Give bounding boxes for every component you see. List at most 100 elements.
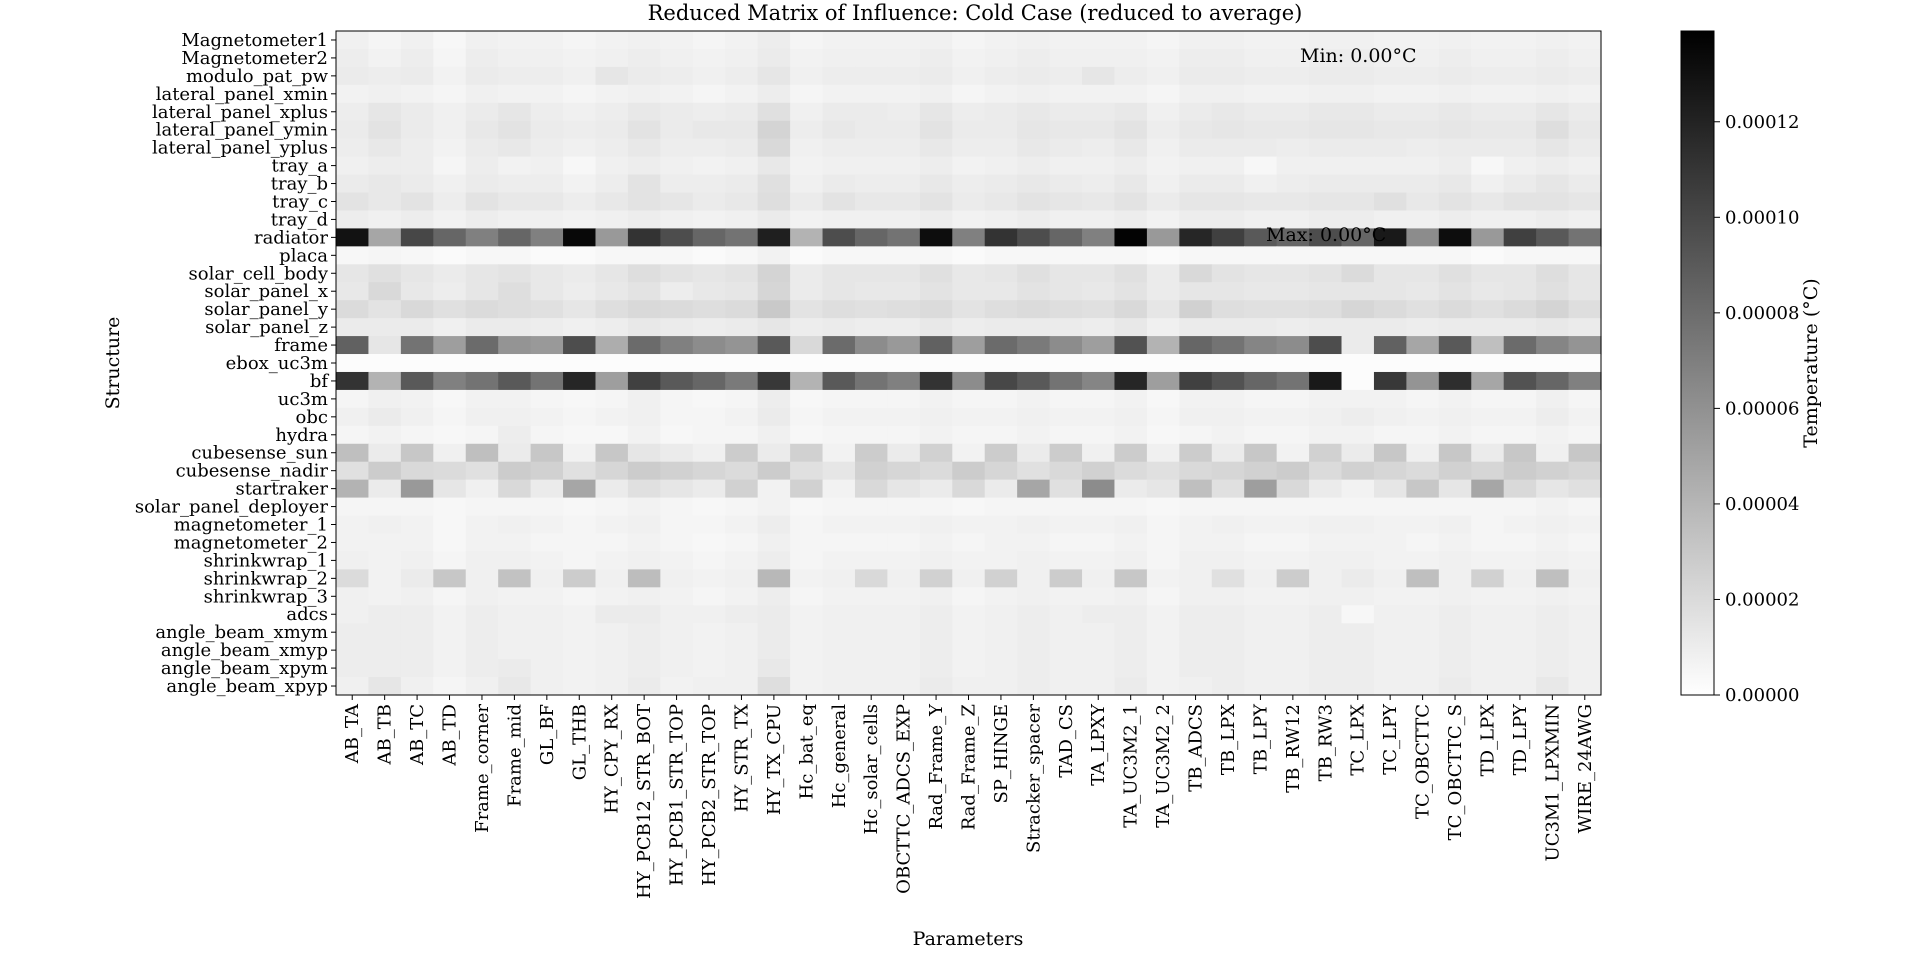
heatmap-cell: [1244, 677, 1278, 696]
heatmap-cell: [368, 443, 402, 463]
heatmap-cell: [627, 84, 661, 104]
heatmap-cell: [563, 551, 597, 570]
heatmap-cell: [952, 66, 986, 86]
heatmap-cell: [1568, 138, 1602, 158]
heatmap-cell: [368, 407, 402, 427]
heatmap-cell: [1309, 210, 1343, 230]
heatmap-cell: [660, 300, 694, 319]
heatmap-cell: [790, 84, 824, 104]
heatmap-cell: [400, 587, 434, 606]
heatmap-cell: [595, 587, 629, 606]
heatmap-cell: [660, 192, 694, 212]
heatmap-cell: [1341, 354, 1375, 373]
heatmap-cell: [595, 246, 629, 265]
heatmap-cell: [1503, 407, 1537, 427]
heatmap-cell: [563, 228, 597, 247]
y-tick-label: startraker: [235, 479, 328, 500]
heatmap-cell: [498, 31, 532, 50]
heatmap-cell: [1276, 210, 1310, 230]
heatmap-cell: [692, 354, 726, 373]
heatmap-cell: [790, 461, 824, 481]
heatmap-cell: [725, 84, 759, 104]
heatmap-cell: [1438, 336, 1472, 355]
y-tick-label: frame: [274, 335, 328, 356]
heatmap-cell: [1568, 228, 1602, 247]
heatmap-cell: [1373, 282, 1407, 301]
heatmap-cell: [1373, 264, 1407, 283]
heatmap-cell: [1179, 587, 1213, 606]
heatmap-cell: [1082, 659, 1116, 678]
heatmap-cell: [1406, 461, 1440, 481]
heatmap-cell: [952, 300, 986, 319]
heatmap-cell: [1179, 210, 1213, 230]
heatmap-cell: [465, 318, 499, 337]
heatmap-cell: [822, 587, 856, 606]
heatmap-cell: [1082, 623, 1116, 642]
heatmap-cell: [822, 102, 856, 122]
heatmap-cell: [854, 497, 889, 517]
y-tick-label: solar_panel_z: [205, 317, 328, 338]
heatmap-cell: [530, 623, 564, 642]
x-tick-label: TA_LPXY: [1088, 703, 1109, 786]
x-tick-label: Hc_bat_eq: [796, 704, 817, 799]
heatmap-cell: [563, 246, 597, 265]
x-tick-label: HY_TX_CPU: [764, 704, 785, 815]
heatmap-cell: [1244, 659, 1278, 678]
heatmap-cell: [984, 138, 1018, 158]
heatmap-cell: [854, 102, 889, 122]
heatmap-cell: [1341, 623, 1375, 642]
heatmap-cell: [1276, 66, 1310, 86]
heatmap-cell: [433, 497, 467, 517]
heatmap-cell: [1017, 228, 1051, 247]
heatmap-cell: [952, 515, 986, 535]
heatmap-cell: [1503, 497, 1537, 517]
heatmap-cell: [368, 461, 402, 481]
heatmap-cell: [563, 371, 597, 391]
heatmap-cell: [1114, 677, 1148, 696]
heatmap-cell: [530, 300, 564, 319]
heatmap-cell: [465, 102, 499, 122]
heatmap-cell: [1438, 623, 1472, 642]
heatmap-cell: [984, 641, 1018, 660]
heatmap-cell: [595, 192, 629, 212]
heatmap-cell: [595, 443, 629, 463]
heatmap-cell: [1536, 659, 1570, 678]
heatmap-cell: [822, 282, 856, 301]
heatmap-cell: [660, 156, 694, 176]
heatmap-cell: [563, 497, 597, 517]
heatmap-cell: [790, 443, 824, 463]
heatmap-cell: [1276, 336, 1310, 355]
heatmap-cell: [433, 371, 467, 391]
heatmap-cell: [1179, 300, 1213, 319]
heatmap-cell: [757, 515, 791, 535]
heatmap-cell: [400, 31, 434, 50]
heatmap-cell: [1406, 569, 1440, 588]
heatmap-cell: [627, 102, 661, 122]
heatmap-cell: [822, 659, 856, 678]
y-tick-label: modulo_pat_pw: [186, 66, 329, 87]
heatmap-cell: [1211, 156, 1245, 176]
x-tick-label: Frame_mid: [504, 704, 525, 807]
heatmap-cell: [1536, 497, 1570, 517]
heatmap-cell: [530, 138, 564, 158]
heatmap-cell: [692, 515, 726, 535]
y-tick-label: placa: [279, 245, 328, 266]
heatmap-cell: [790, 120, 824, 140]
heatmap-cell: [336, 156, 370, 176]
heatmap-cell: [433, 84, 467, 104]
heatmap-cell: [725, 407, 759, 427]
heatmap-cell: [887, 533, 921, 553]
heatmap-cell: [530, 677, 564, 696]
heatmap-cell: [725, 605, 759, 624]
heatmap-cell: [1536, 102, 1570, 122]
heatmap-cell: [1146, 479, 1180, 499]
heatmap-cell: [563, 587, 597, 606]
heatmap-cell: [1276, 677, 1310, 696]
heatmap-cell: [1082, 515, 1116, 535]
y-tick-label: shrinkwrap_3: [204, 586, 328, 607]
heatmap-cell: [1568, 156, 1602, 176]
heatmap-cell: [1568, 389, 1602, 409]
heatmap-cell: [919, 84, 953, 104]
heatmap-cell: [887, 246, 921, 265]
heatmap-cell: [887, 282, 921, 301]
